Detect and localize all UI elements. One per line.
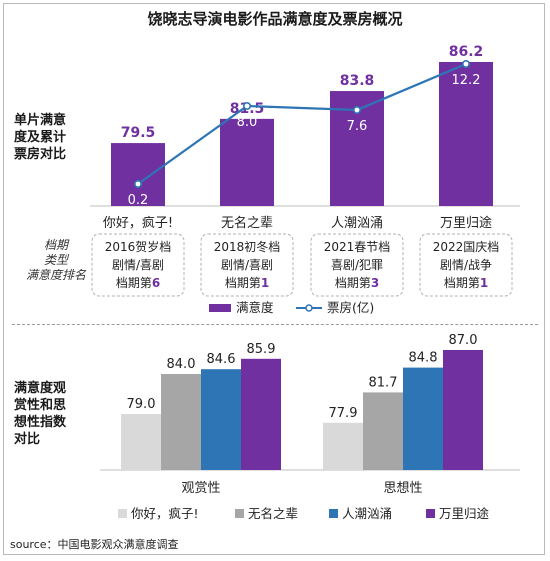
line-value-label: 8.0 bbox=[237, 115, 258, 130]
group-bar bbox=[121, 414, 161, 470]
group-bar-value-label: 84.6 bbox=[207, 352, 236, 367]
satisfaction-bar bbox=[439, 62, 493, 206]
line-value-label: 0.2 bbox=[128, 193, 149, 208]
section1-label-line: 票房对比 bbox=[14, 147, 67, 162]
bar-value-label: 86.2 bbox=[449, 44, 484, 60]
info-box-genre: 剧情/喜剧 bbox=[221, 258, 273, 272]
rank-number: 6 bbox=[152, 276, 160, 290]
chart-title: 饶晓志导演电影作品满意度及票房概况 bbox=[147, 10, 403, 28]
group-bar bbox=[241, 358, 281, 470]
legend-swatch bbox=[118, 509, 127, 518]
side-label-line: 满意度排名 bbox=[25, 268, 86, 282]
group-bar bbox=[323, 422, 363, 470]
group-bar bbox=[443, 350, 483, 470]
info-box bbox=[91, 233, 185, 297]
side-label: 档期 类型 满意度排名 bbox=[16, 238, 96, 283]
info-box-rank: 档期第1 bbox=[225, 276, 269, 290]
info-box-rank: 档期第1 bbox=[444, 276, 488, 290]
legend-label: 无名之辈 bbox=[248, 506, 298, 521]
section2-label-line: 满意度观 bbox=[14, 381, 67, 396]
legend-label: 万里归途 bbox=[439, 506, 490, 521]
box-office-point bbox=[134, 180, 143, 189]
box-office-point bbox=[352, 106, 361, 115]
side-label-line: 类型 bbox=[43, 253, 68, 267]
legend-swatch bbox=[329, 509, 338, 518]
group-bar-value-label: 85.9 bbox=[247, 342, 276, 357]
legend-label: 你好，疯子! bbox=[131, 506, 199, 521]
category-label: 你好，疯子! bbox=[103, 215, 173, 231]
box-office-point bbox=[243, 102, 252, 111]
category-label: 人潮汹涌 bbox=[331, 216, 383, 231]
info-box-genre: 喜剧/犯罪 bbox=[331, 258, 383, 272]
line-value-label: 12.2 bbox=[452, 73, 481, 88]
section2-label: 满意度观 赏性和思 想性指数 对比 bbox=[14, 380, 66, 448]
section1-label-line: 单片满意 bbox=[14, 113, 67, 128]
source-note: source：中国电影观众满意度调查 bbox=[10, 538, 179, 551]
legend-swatch-bar bbox=[209, 304, 231, 312]
section1-label: 单片满意 度及累计 票房对比 bbox=[14, 112, 66, 163]
side-label-line: 档期 bbox=[43, 238, 68, 252]
legend-label: 满意度 bbox=[236, 300, 274, 315]
rank-prefix: 档期第 bbox=[335, 276, 371, 290]
rank-number: 3 bbox=[371, 276, 379, 290]
info-box-genre: 剧情/喜剧 bbox=[112, 258, 164, 272]
group-bar-value-label: 84.8 bbox=[409, 351, 438, 366]
box-office-point bbox=[461, 59, 470, 68]
satisfaction-bar bbox=[220, 118, 274, 206]
info-box-period: 2021春节档 bbox=[324, 240, 391, 254]
info-box bbox=[310, 233, 404, 297]
legend-swatch bbox=[235, 509, 244, 518]
group-bar-value-label: 81.7 bbox=[369, 375, 398, 390]
legend-swatch-marker bbox=[305, 304, 313, 312]
rank-number: 1 bbox=[480, 276, 488, 290]
group-bar bbox=[363, 392, 403, 470]
legend-swatch bbox=[426, 509, 435, 518]
info-box bbox=[200, 233, 294, 297]
group-bar bbox=[201, 369, 241, 470]
info-box-period: 2022国庆档 bbox=[433, 240, 500, 254]
category-label: 万里归途 bbox=[440, 215, 492, 231]
info-box-rank: 档期第3 bbox=[335, 276, 379, 290]
rank-prefix: 档期第 bbox=[444, 276, 480, 290]
category-label: 观赏性 bbox=[181, 481, 220, 496]
section2-label-line: 对比 bbox=[14, 432, 41, 447]
section2-label-line: 赏性和思 bbox=[14, 398, 67, 413]
group-bar-value-label: 77.9 bbox=[329, 406, 358, 421]
group-bar-value-label: 79.0 bbox=[127, 397, 156, 412]
box-office-line bbox=[137, 62, 467, 185]
section-divider bbox=[12, 324, 538, 325]
rank-prefix: 档期第 bbox=[116, 276, 152, 290]
section1-label-line: 度及累计 bbox=[14, 130, 67, 145]
info-box-genre: 剧情/战争 bbox=[440, 258, 492, 272]
bar-value-label: 79.5 bbox=[121, 125, 156, 141]
info-box-period: 2018初冬档 bbox=[214, 239, 281, 254]
category-label: 思想性 bbox=[383, 480, 422, 496]
line-value-label: 7.6 bbox=[347, 119, 368, 134]
bar-value-label: 83.8 bbox=[340, 73, 375, 89]
legend-label: 人潮汹涌 bbox=[342, 506, 392, 521]
rank-number: 1 bbox=[261, 276, 269, 290]
group-bar bbox=[161, 374, 201, 470]
section2-label-line: 想性指数 bbox=[14, 415, 67, 430]
info-box bbox=[419, 233, 513, 297]
group-bar-value-label: 84.0 bbox=[167, 357, 196, 372]
satisfaction-bar bbox=[111, 143, 165, 206]
info-box-rank: 档期第6 bbox=[116, 276, 160, 290]
legend-label: 票房(亿) bbox=[327, 300, 374, 315]
rank-prefix: 档期第 bbox=[225, 276, 261, 290]
category-label: 无名之辈 bbox=[221, 215, 273, 231]
info-box-period: 2016贺岁档 bbox=[105, 239, 172, 254]
group-bar-value-label: 87.0 bbox=[449, 333, 478, 348]
group-bar bbox=[403, 367, 443, 470]
